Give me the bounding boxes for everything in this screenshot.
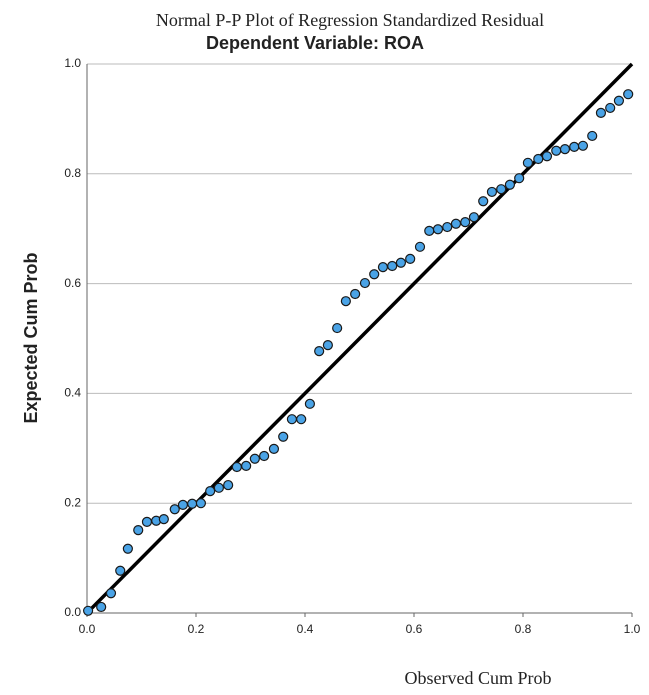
point (259, 450, 270, 462)
point (82, 605, 94, 616)
point (623, 89, 634, 100)
x-axis-label: Observed Cum Prob (405, 668, 552, 688)
point (141, 516, 153, 527)
point (577, 140, 589, 151)
x-tick-label: 0.0 (79, 622, 96, 636)
point (595, 107, 607, 118)
point (278, 431, 289, 442)
point (405, 253, 416, 264)
point (414, 241, 426, 252)
point (514, 173, 525, 184)
point (369, 269, 380, 280)
point (177, 499, 189, 510)
point (205, 486, 216, 497)
point (314, 346, 325, 357)
point (340, 296, 351, 307)
point (424, 225, 435, 236)
point (395, 257, 407, 268)
point (304, 398, 316, 409)
point (387, 260, 398, 272)
point (332, 322, 343, 334)
point (605, 102, 616, 114)
point (105, 588, 117, 599)
point (296, 414, 307, 425)
point (504, 179, 516, 190)
point (468, 212, 480, 223)
x-tick-label: 0.2 (188, 622, 205, 636)
y-tick-label: 0.2 (64, 495, 81, 509)
point (241, 460, 252, 471)
point (478, 196, 489, 207)
point (522, 157, 534, 168)
point (541, 151, 553, 162)
point (249, 453, 260, 464)
y-tick-label: 0.0 (64, 605, 81, 619)
point (122, 543, 133, 554)
point (460, 217, 471, 228)
point (96, 601, 107, 613)
point (359, 277, 371, 289)
point (613, 95, 625, 106)
point (286, 414, 298, 425)
point (587, 130, 598, 142)
point (322, 339, 333, 351)
y-tick-label: 1.0 (64, 56, 81, 70)
x-tick-label: 0.8 (515, 622, 532, 636)
point (551, 145, 562, 156)
point (268, 443, 280, 454)
chart-subtitle: Dependent Variable: ROA (206, 33, 424, 53)
y-tick-label: 0.4 (64, 386, 81, 400)
point (133, 525, 144, 536)
point (350, 288, 361, 300)
reference-line (85, 62, 634, 615)
point (432, 224, 444, 235)
x-tick-label: 1.0 (624, 622, 641, 636)
x-tick-label: 0.6 (406, 622, 423, 636)
y-tick-label: 0.6 (64, 276, 81, 290)
point (195, 498, 207, 509)
point (115, 565, 126, 576)
point (169, 504, 180, 515)
point (450, 218, 462, 229)
point (442, 221, 453, 233)
point (231, 461, 242, 473)
x-tick-label: 0.4 (297, 622, 314, 636)
point (496, 184, 507, 195)
y-axis-label: Expected Cum Prob (21, 252, 41, 423)
point (377, 262, 389, 273)
point (223, 479, 234, 491)
chart-title: Normal P-P Plot of Regression Standardiz… (156, 10, 544, 30)
point (213, 482, 224, 493)
y-tick-label: 0.8 (64, 166, 81, 180)
point (569, 141, 580, 152)
point (187, 498, 198, 509)
point (486, 186, 498, 198)
point (158, 514, 169, 525)
point (533, 153, 544, 165)
point (559, 143, 571, 155)
